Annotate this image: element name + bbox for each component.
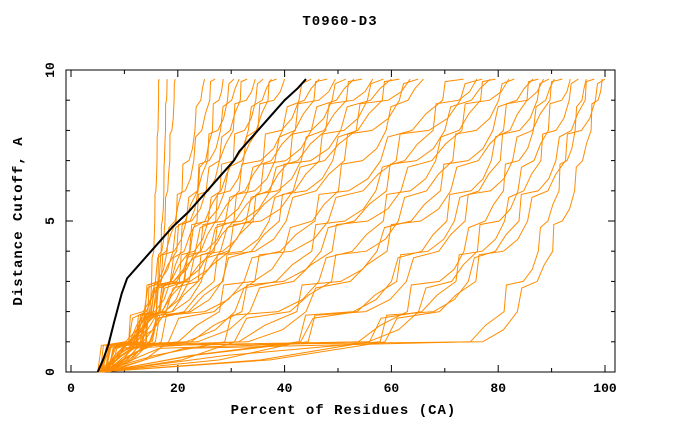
y-tick-label: 10 xyxy=(43,62,58,78)
model-curve xyxy=(100,78,328,373)
y-axis-title: Distance Cutoff, A xyxy=(11,136,27,305)
model-curve xyxy=(102,78,411,373)
y-tick-label: 0 xyxy=(43,368,58,376)
model-curve xyxy=(97,78,579,373)
model-curve xyxy=(107,78,545,373)
model-curve xyxy=(100,78,563,373)
x-tick-label: 0 xyxy=(67,381,75,396)
model-curve xyxy=(105,78,510,373)
x-axis-title: Percent of Residues (CA) xyxy=(231,403,457,419)
model-curve xyxy=(99,78,392,373)
model-curve xyxy=(105,78,571,373)
model-curve xyxy=(108,78,400,373)
reference-curve xyxy=(96,78,307,373)
model-curve xyxy=(102,78,312,373)
plot-border xyxy=(65,69,616,373)
y-tick-label: 5 xyxy=(43,217,58,225)
chart-title: T0960-D3 xyxy=(302,14,378,30)
model-curve xyxy=(102,78,587,373)
model-curve xyxy=(102,78,515,373)
model-curve xyxy=(102,78,277,373)
x-tick-label: 60 xyxy=(384,381,400,396)
model-curve xyxy=(102,78,374,373)
model-curve xyxy=(102,78,555,373)
model-curve xyxy=(97,78,286,373)
model-curve xyxy=(102,78,464,373)
model-curve xyxy=(99,78,205,373)
model-curve xyxy=(102,78,491,373)
model-curve xyxy=(102,78,539,373)
x-tick-label: 20 xyxy=(170,381,186,396)
x-tick-label: 80 xyxy=(490,381,506,396)
model-curve xyxy=(102,78,216,373)
model-curve xyxy=(99,78,478,373)
model-curve xyxy=(108,78,483,373)
model-curve xyxy=(97,78,419,373)
model-curve xyxy=(100,78,595,373)
model-curve xyxy=(97,78,363,373)
model-curve xyxy=(102,78,248,373)
x-tick-label: 40 xyxy=(277,381,293,396)
model-curve xyxy=(97,78,606,373)
model-curve xyxy=(105,78,424,373)
model-curve xyxy=(102,78,347,373)
x-tick-label: 100 xyxy=(593,381,617,396)
model-curve xyxy=(97,78,550,373)
model-curve xyxy=(100,78,534,373)
